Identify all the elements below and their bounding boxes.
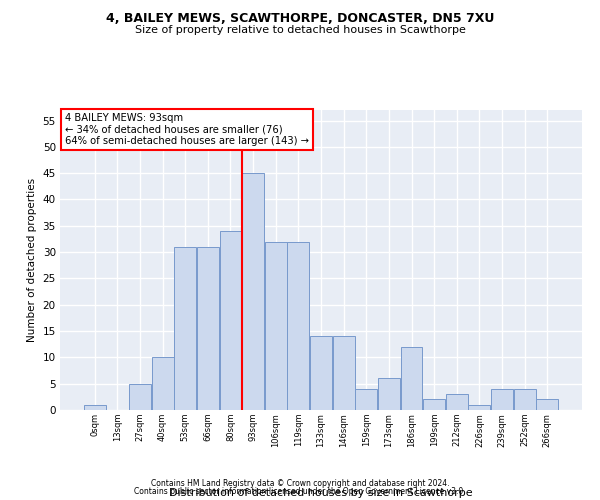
Bar: [446, 394, 468, 410]
X-axis label: Distribution of detached houses by size in Scawthorpe: Distribution of detached houses by size …: [169, 488, 473, 498]
Bar: [332, 336, 355, 410]
Text: Contains public sector information licensed under the Open Government Licence v3: Contains public sector information licen…: [134, 487, 466, 496]
Bar: [469, 404, 490, 410]
Text: Size of property relative to detached houses in Scawthorpe: Size of property relative to detached ho…: [134, 25, 466, 35]
Bar: [401, 347, 422, 410]
Bar: [423, 400, 445, 410]
Bar: [514, 389, 536, 410]
Bar: [242, 173, 264, 410]
Bar: [174, 247, 196, 410]
Text: 4 BAILEY MEWS: 93sqm
← 34% of detached houses are smaller (76)
64% of semi-detac: 4 BAILEY MEWS: 93sqm ← 34% of detached h…: [65, 113, 309, 146]
Y-axis label: Number of detached properties: Number of detached properties: [27, 178, 37, 342]
Bar: [152, 358, 173, 410]
Bar: [491, 389, 513, 410]
Bar: [287, 242, 310, 410]
Bar: [536, 400, 558, 410]
Bar: [378, 378, 400, 410]
Bar: [310, 336, 332, 410]
Bar: [355, 389, 377, 410]
Bar: [220, 231, 241, 410]
Text: Contains HM Land Registry data © Crown copyright and database right 2024.: Contains HM Land Registry data © Crown c…: [151, 478, 449, 488]
Text: 4, BAILEY MEWS, SCAWTHORPE, DONCASTER, DN5 7XU: 4, BAILEY MEWS, SCAWTHORPE, DONCASTER, D…: [106, 12, 494, 26]
Bar: [265, 242, 287, 410]
Bar: [84, 404, 106, 410]
Bar: [197, 247, 219, 410]
Bar: [129, 384, 151, 410]
